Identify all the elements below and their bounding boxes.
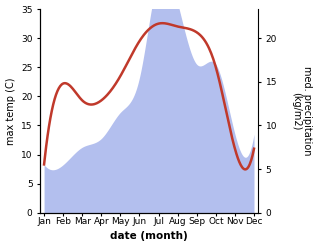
X-axis label: date (month): date (month)	[110, 231, 188, 242]
Y-axis label: max temp (C): max temp (C)	[5, 77, 16, 145]
Y-axis label: med. precipitation
(kg/m2): med. precipitation (kg/m2)	[291, 66, 313, 156]
